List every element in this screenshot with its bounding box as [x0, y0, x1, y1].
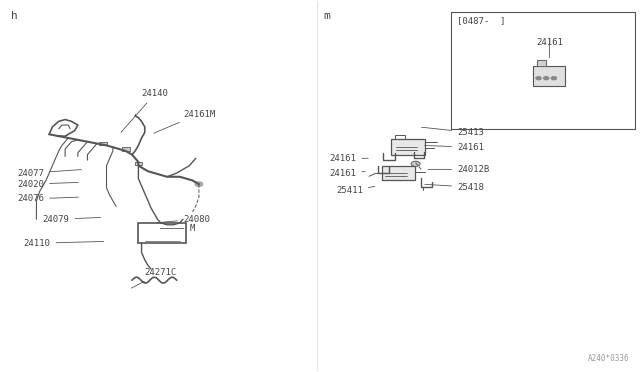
Text: 24161: 24161	[330, 154, 368, 163]
Text: 24161: 24161	[425, 143, 484, 152]
Text: 25411: 25411	[336, 186, 374, 195]
Text: 24271C: 24271C	[131, 268, 177, 288]
Text: 24077: 24077	[17, 169, 81, 177]
Text: 24110: 24110	[24, 239, 104, 248]
Text: 24080: 24080	[157, 215, 210, 224]
Text: 25418: 25418	[425, 183, 484, 192]
FancyBboxPatch shape	[534, 66, 565, 86]
Text: M: M	[160, 224, 195, 233]
Text: [0487-  ]: [0487- ]	[457, 16, 506, 25]
Bar	[392, 139, 424, 155]
Circle shape	[411, 161, 420, 166]
Circle shape	[195, 182, 203, 186]
Text: 24161M: 24161M	[154, 109, 215, 133]
Text: 24012B: 24012B	[428, 165, 489, 174]
Text: 25413: 25413	[422, 127, 484, 137]
Circle shape	[551, 77, 556, 80]
Text: 24140: 24140	[121, 89, 168, 132]
Text: 24161: 24161	[330, 169, 365, 177]
Bar	[135, 162, 141, 165]
Bar	[138, 223, 186, 243]
Text: h: h	[11, 11, 18, 20]
Bar	[382, 166, 415, 180]
Text: 24079: 24079	[43, 215, 100, 224]
Text: A240*0336: A240*0336	[588, 354, 629, 363]
Text: m: m	[323, 11, 330, 20]
Circle shape	[543, 77, 548, 80]
Circle shape	[536, 77, 541, 80]
Bar	[122, 147, 130, 151]
Bar	[99, 142, 108, 145]
Text: 24161: 24161	[536, 38, 563, 47]
Polygon shape	[537, 61, 546, 66]
Text: 24076: 24076	[17, 195, 78, 203]
Text: 24020: 24020	[17, 180, 78, 189]
